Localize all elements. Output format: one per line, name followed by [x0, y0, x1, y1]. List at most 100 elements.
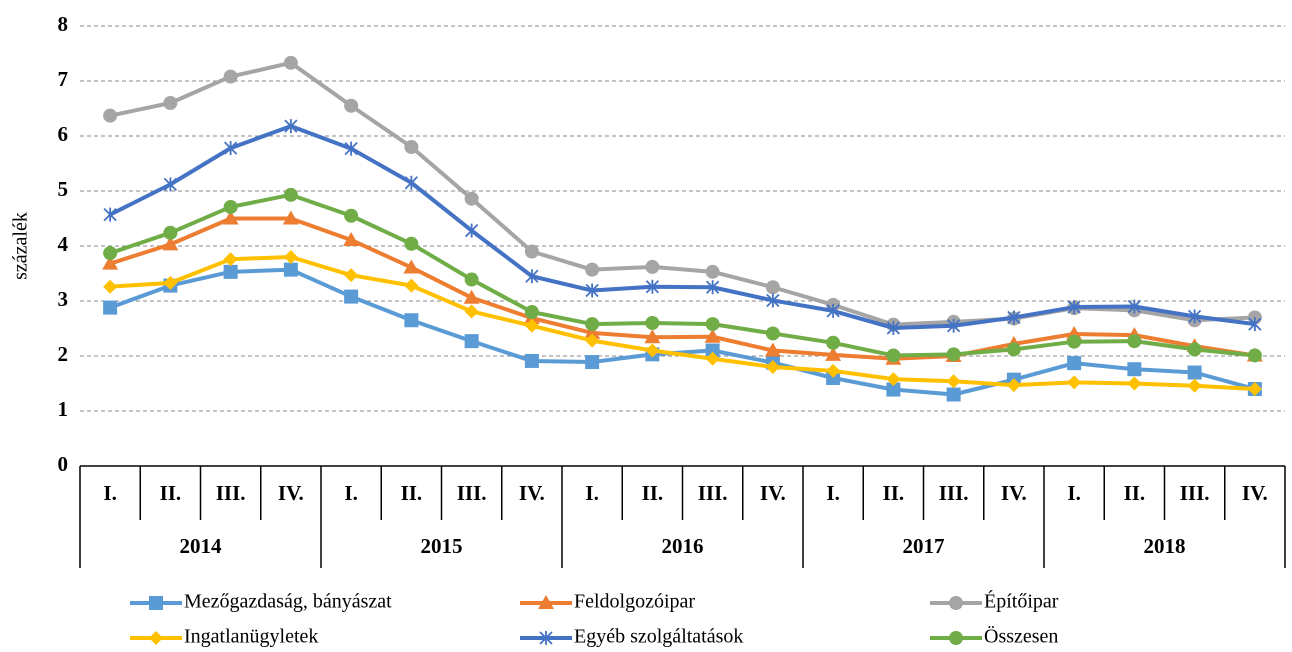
marker: [705, 343, 720, 358]
marker: [1187, 378, 1202, 393]
marker: [539, 631, 553, 645]
marker: [1067, 334, 1082, 349]
x-tick-label: II.: [160, 481, 182, 505]
year-label: 2018: [1144, 534, 1186, 558]
marker: [283, 250, 298, 264]
y-tick-label: 6: [58, 122, 69, 146]
y-tick-label: 4: [58, 232, 69, 256]
marker: [525, 269, 539, 284]
marker: [585, 262, 600, 277]
x-tick-label: III.: [1180, 481, 1210, 505]
year-label: 2016: [662, 534, 704, 558]
marker: [949, 631, 963, 645]
marker: [1247, 382, 1262, 396]
series-line: [109, 192, 1256, 358]
marker: [765, 280, 780, 295]
marker: [1248, 317, 1262, 332]
marker: [283, 187, 298, 202]
marker: [103, 279, 118, 294]
y-tick-label: 7: [58, 67, 69, 91]
marker: [222, 210, 239, 225]
series-line: [109, 124, 1256, 330]
marker: [1067, 300, 1081, 315]
marker: [645, 259, 660, 274]
marker: [1127, 334, 1142, 349]
x-tick-label: I.: [585, 481, 598, 505]
marker: [343, 231, 360, 246]
marker: [645, 316, 660, 330]
marker: [538, 595, 554, 609]
marker: [826, 363, 841, 378]
marker: [826, 371, 841, 385]
marker: [705, 280, 720, 295]
marker: [949, 596, 963, 610]
x-tick-label: II.: [401, 481, 423, 505]
marker: [524, 353, 539, 368]
series-line: [109, 267, 1256, 397]
x-tick-label: I.: [826, 481, 839, 505]
marker: [524, 244, 539, 259]
x-tick-label: IV.: [278, 481, 304, 505]
x-tick-label: III.: [457, 481, 487, 505]
x-tick-label: IV.: [1242, 481, 1268, 505]
marker: [946, 387, 961, 402]
marker: [946, 347, 961, 362]
year-label: 2017: [903, 534, 945, 558]
marker: [584, 324, 601, 339]
y-axis-label: százalék: [10, 212, 32, 280]
marker: [826, 335, 841, 350]
legend-label: Összesen: [984, 625, 1058, 648]
marker: [1006, 342, 1021, 357]
marker: [103, 207, 117, 222]
marker: [404, 313, 419, 328]
marker: [1067, 356, 1082, 371]
x-tick-label: I.: [103, 481, 116, 505]
marker: [163, 275, 178, 290]
marker: [163, 96, 178, 110]
marker: [1127, 376, 1142, 391]
marker: [344, 141, 358, 156]
marker: [163, 177, 178, 192]
legend-label: Ingatlanügyletek: [184, 626, 318, 648]
marker: [103, 246, 118, 261]
marker: [283, 55, 298, 70]
marker: [585, 333, 600, 348]
marker: [1187, 309, 1202, 324]
marker: [886, 382, 901, 397]
marker: [223, 252, 238, 267]
marker: [644, 329, 661, 344]
marker: [1067, 375, 1082, 390]
marker: [1007, 310, 1021, 325]
x-tick-label: IV.: [760, 481, 786, 505]
marker: [149, 631, 163, 645]
marker: [163, 225, 178, 240]
marker: [149, 596, 163, 610]
marker: [283, 262, 298, 277]
marker: [464, 223, 479, 238]
marker: [463, 289, 480, 304]
y-tick-label: 2: [58, 342, 69, 366]
marker: [404, 140, 419, 154]
marker: [705, 317, 720, 332]
marker: [765, 326, 780, 341]
marker: [344, 208, 359, 223]
marker: [1247, 348, 1262, 363]
marker: [1187, 365, 1202, 380]
marker: [223, 141, 238, 156]
x-tick-label: III.: [216, 481, 246, 505]
marker: [524, 318, 539, 333]
marker: [102, 255, 119, 270]
legend-label: Egyéb szolgáltatások: [574, 626, 743, 648]
x-tick-label: III.: [939, 481, 969, 505]
series-line: [109, 255, 1255, 391]
legend-label: Mezőgazdaság, bányászat: [184, 591, 392, 613]
marker: [1127, 299, 1142, 314]
marker: [103, 300, 118, 315]
y-tick-label: 3: [58, 287, 69, 311]
marker: [162, 236, 179, 251]
marker: [1127, 362, 1142, 377]
legend-label: Feldolgozóipar: [574, 591, 695, 613]
marker: [645, 279, 660, 294]
marker: [464, 272, 479, 287]
